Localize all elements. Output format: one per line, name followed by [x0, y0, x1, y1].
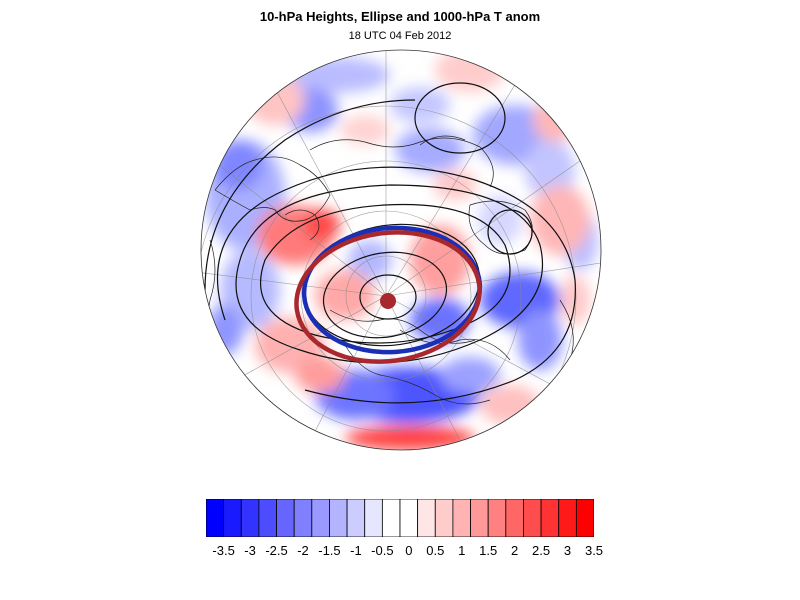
colorbar-swatch	[240, 499, 260, 537]
colorbar-tick-label: -2.5	[265, 543, 288, 558]
colorbar-swatch	[523, 499, 542, 537]
colorbar-tick-label: 1.5	[479, 543, 498, 558]
colorbar-tick-label: 0.5	[426, 543, 445, 558]
colorbar-swatch	[558, 499, 577, 537]
colorbar-tick-label: -0.5	[371, 543, 394, 558]
colorbar-swatch	[293, 499, 313, 537]
colorbar-tick-label: -1.5	[318, 543, 341, 558]
map-title: 10-hPa Heights, Ellipse and 1000-hPa T a…	[259, 9, 541, 24]
colorbar-swatch	[329, 499, 348, 537]
red-ellipse	[294, 230, 482, 364]
colorbar-tick-label: 2	[511, 543, 519, 558]
colorbar-tick-label: 3.5	[584, 543, 604, 558]
graticule	[201, 50, 601, 450]
colorbar	[206, 499, 594, 537]
colorbar-tick-label: 1	[458, 543, 466, 558]
colorbar-swatch	[258, 499, 277, 537]
globe-outline	[200, 49, 602, 451]
ellipse-center-marker	[380, 293, 396, 309]
colorbar-swatch	[364, 499, 383, 537]
colorbar-swatch	[505, 499, 524, 537]
colorbar-swatch	[417, 499, 436, 537]
colorbar-swatch	[276, 499, 295, 537]
colorbar-swatch	[206, 499, 225, 537]
colorbar-tick-label: 3	[563, 543, 572, 558]
colorbar-swatch	[311, 499, 330, 537]
colorbar-swatch	[470, 499, 489, 537]
colorbar-tick-label: -1	[350, 543, 362, 558]
colorbar-swatch	[540, 499, 560, 537]
colorbar-tick-label: 2.5	[532, 543, 551, 558]
colorbar-tick-label: -3	[244, 543, 256, 558]
colorbar-tick-label: -2	[297, 543, 309, 558]
colorbar-swatch	[223, 499, 242, 537]
colorbar-swatch	[452, 499, 471, 537]
temperature-anomaly-field	[201, 50, 601, 450]
colorbar-tick-label: 0	[405, 543, 413, 558]
colorbar-swatch	[381, 499, 401, 537]
colorbar-swatch	[434, 499, 454, 537]
map-subtitle: 18 UTC 04 Feb 2012	[348, 30, 452, 42]
colorbar-labels: -3.5 -3 -2.5 -2 -1.5 -1 -0.5 0 0.5 1 1.5 2 2.5 3 3.5	[0, 543, 800, 561]
colorbar-swatch	[487, 499, 507, 537]
colorbar-swatch	[575, 499, 594, 537]
colorbar-swatch	[399, 499, 419, 537]
colorbar-swatch	[346, 499, 366, 537]
colorbar-tick-label: -3.5	[212, 543, 235, 558]
